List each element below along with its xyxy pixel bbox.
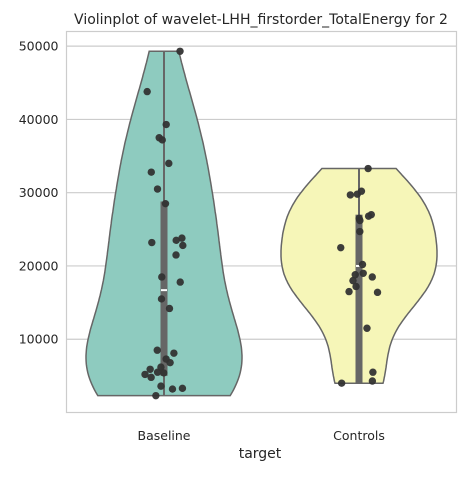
point-controls-10 [358,260,367,269]
violins [85,50,438,397]
point-controls-14 [349,276,357,285]
point-baseline-2 [162,120,170,129]
point-baseline-29 [178,384,187,393]
iqr-box-controls [355,214,363,384]
point-controls-20 [368,377,377,385]
point-controls-0 [364,164,372,173]
point-baseline-1 [143,87,151,96]
point-baseline-14 [158,273,166,281]
point-baseline-17 [165,304,174,313]
point-controls-21 [337,379,346,387]
point-controls-2 [353,190,361,198]
y-tick-label-20000: 20000 [19,258,59,273]
point-baseline-11 [148,238,156,247]
point-controls-16 [345,287,353,296]
point-baseline-28 [157,382,165,390]
point-baseline-24 [153,368,162,376]
point-baseline-15 [176,278,184,286]
point-controls-3 [346,191,355,199]
point-baseline-9 [178,234,186,242]
point-baseline-8 [161,199,170,208]
point-baseline-5 [165,159,173,168]
chart-title: Violinplot of wavelet-LHH_firstorder_Tot… [74,12,448,28]
point-controls-7 [356,216,364,225]
point-baseline-12 [179,241,187,250]
point-controls-9 [337,243,345,252]
point-baseline-18 [153,346,161,354]
point-controls-18 [363,324,371,332]
point-baseline-19 [170,349,178,357]
point-baseline-13 [172,251,180,259]
point-controls-12 [351,271,359,279]
y-tick-label-40000: 40000 [19,112,59,127]
point-baseline-27 [147,373,155,382]
point-baseline-25 [160,369,168,377]
point-controls-15 [352,282,360,291]
point-baseline-0 [176,47,184,55]
point-controls-17 [373,288,382,297]
point-baseline-10 [172,236,180,245]
point-baseline-31 [152,391,160,400]
y-tick-labels: 10000 20000 30000 40000 50000 [19,39,59,347]
point-baseline-23 [146,365,154,373]
point-baseline-6 [147,168,155,176]
x-tick-label-controls: Controls [333,428,385,443]
y-tick-label-10000: 10000 [19,332,59,347]
point-controls-13 [368,273,376,281]
point-baseline-26 [141,370,149,379]
point-controls-19 [369,368,377,376]
y-tick-label-30000: 30000 [19,185,59,200]
point-baseline-21 [166,358,174,367]
x-tick-labels: Baseline Controls [138,428,385,443]
point-controls-8 [356,227,364,236]
point-baseline-16 [157,295,166,303]
x-tick-label-baseline: Baseline [138,428,191,443]
y-tick-label-50000: 50000 [19,39,59,54]
strip-points [141,47,382,400]
x-axis-label: target [239,446,282,462]
point-baseline-4 [158,136,166,144]
plot-frame [65,30,458,414]
point-controls-11 [359,269,367,277]
point-controls-5 [364,212,373,220]
point-baseline-7 [153,185,162,193]
point-baseline-30 [168,385,177,393]
iqr-box-baseline [160,201,168,376]
